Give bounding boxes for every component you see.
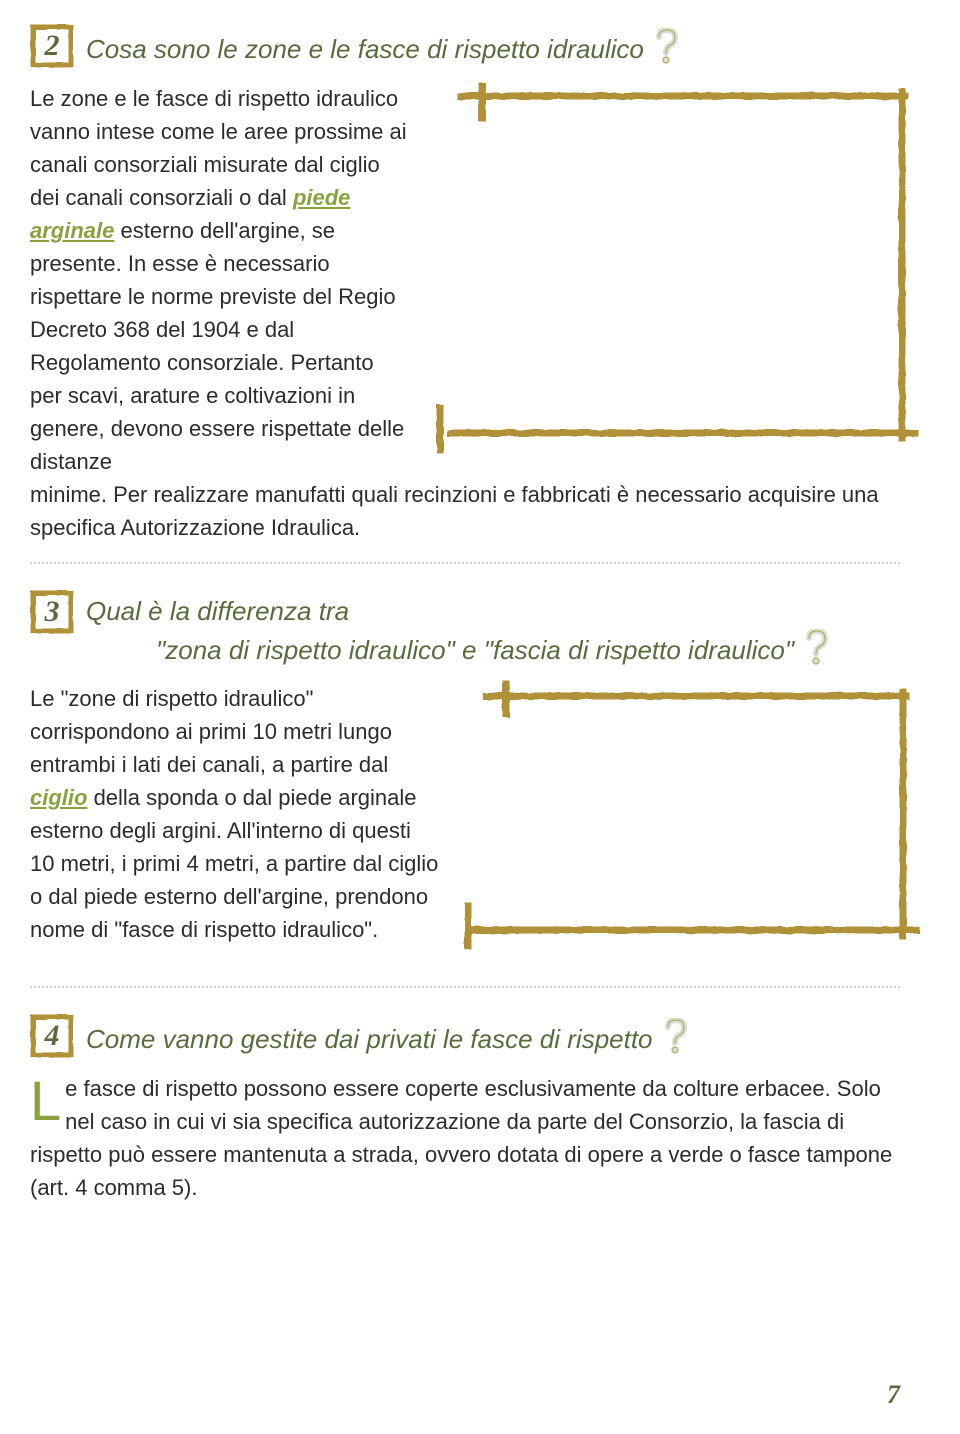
q3-title: Qual è la differenza tra "zona di rispet… bbox=[86, 588, 831, 668]
q3-link-ciglio[interactable]: ciglio bbox=[30, 785, 87, 810]
q3-body-text: Le "zone di rispetto idraulico" corrispo… bbox=[30, 682, 440, 946]
question-mark-icon bbox=[803, 629, 831, 665]
q3-header: 3 Qual è la differenza tra "zona di risp… bbox=[30, 588, 900, 668]
q3-text-2: della sponda o dal piede arginale estern… bbox=[30, 785, 438, 942]
q2-number: 2 bbox=[30, 24, 74, 68]
brush-frame-icon bbox=[458, 678, 920, 950]
divider bbox=[30, 986, 900, 988]
divider bbox=[30, 562, 900, 564]
q2-text-wide: minime. Per realizzare manufatti quali r… bbox=[30, 478, 900, 544]
q3-title-line2: "zona di rispetto idraulico" e "fascia d… bbox=[156, 635, 794, 665]
q2-title: Cosa sono le zone e le fasce di rispetto… bbox=[86, 22, 681, 67]
q2-title-text: Cosa sono le zone e le fasce di rispetto… bbox=[86, 34, 644, 64]
q3-title-line1: Qual è la differenza tra bbox=[86, 596, 349, 626]
q4-title: Come vanno gestite dai privati le fasce … bbox=[86, 1012, 690, 1057]
question-3-section: 3 Qual è la differenza tra "zona di risp… bbox=[30, 588, 900, 946]
q2-text-2: esterno dell'argine, se presente. In ess… bbox=[30, 218, 404, 474]
question-mark-icon bbox=[662, 1018, 690, 1054]
q2-body: Le zone e le fasce di rispetto idraulico… bbox=[30, 82, 900, 544]
q2-header: 2 Cosa sono le zone e le fasce di rispet… bbox=[30, 22, 900, 68]
q4-dropcap: L bbox=[30, 1072, 65, 1127]
q4-number-box: 4 bbox=[30, 1014, 74, 1058]
q4-text: e fasce di rispetto possono essere coper… bbox=[30, 1076, 892, 1200]
q3-text-1: Le "zone di rispetto idraulico" corrispo… bbox=[30, 686, 392, 777]
page-number: 7 bbox=[887, 1380, 900, 1410]
q2-body-text: Le zone e le fasce di rispetto idraulico… bbox=[30, 82, 900, 544]
question-4-section: 4 Come vanno gestite dai privati le fasc… bbox=[30, 1012, 900, 1204]
q3-number-box: 3 bbox=[30, 590, 74, 634]
question-mark-icon bbox=[653, 28, 681, 64]
question-2-section: 2 Cosa sono le zone e le fasce di rispet… bbox=[30, 22, 900, 544]
q4-body-text: Le fasce di rispetto possono essere cope… bbox=[30, 1072, 900, 1204]
q2-number-box: 2 bbox=[30, 24, 74, 68]
q3-body: Le "zone di rispetto idraulico" corrispo… bbox=[30, 682, 900, 946]
q4-header: 4 Come vanno gestite dai privati le fasc… bbox=[30, 1012, 900, 1058]
q4-title-text: Come vanno gestite dai privati le fasce … bbox=[86, 1024, 653, 1054]
q3-number: 3 bbox=[30, 590, 74, 634]
q4-number: 4 bbox=[30, 1014, 74, 1058]
